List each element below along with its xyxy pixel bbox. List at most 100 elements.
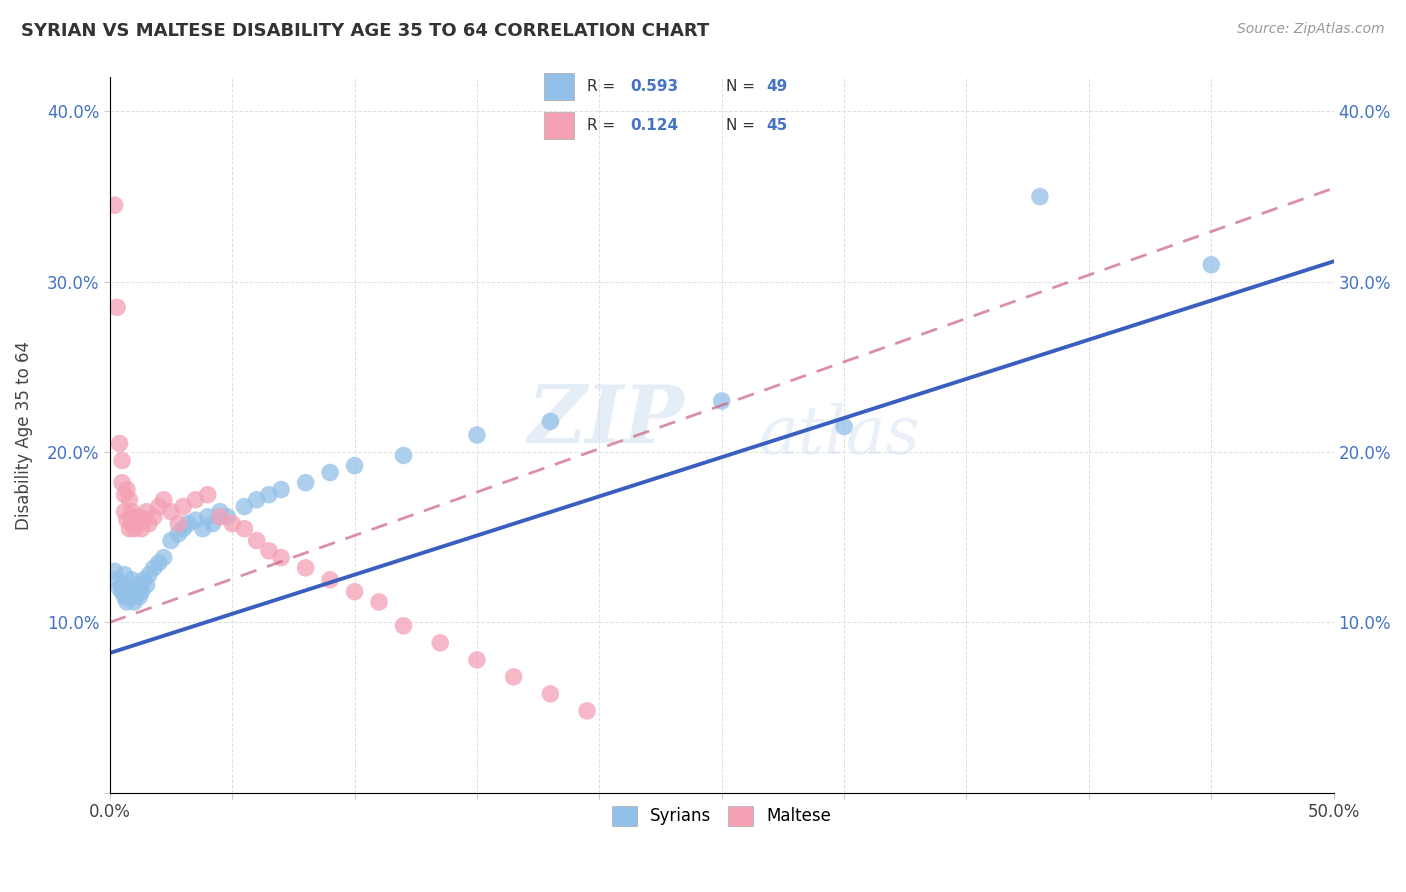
Point — [221, 516, 243, 531]
Point — [128, 509, 150, 524]
Point — [114, 590, 136, 604]
Point — [114, 505, 136, 519]
Point — [105, 301, 128, 315]
Y-axis label: Disability Age 35 to 64: Disability Age 35 to 64 — [15, 341, 32, 530]
Point — [197, 509, 219, 524]
Point — [125, 516, 148, 531]
Point — [246, 492, 269, 507]
Point — [118, 522, 141, 536]
Point — [105, 573, 128, 587]
Point — [108, 582, 131, 596]
Point — [115, 595, 138, 609]
Point — [121, 516, 143, 531]
Point — [197, 488, 219, 502]
Point — [115, 513, 138, 527]
Point — [114, 567, 136, 582]
Point — [121, 584, 143, 599]
Point — [124, 595, 146, 609]
Point — [131, 584, 153, 599]
Point — [294, 561, 316, 575]
Text: Source: ZipAtlas.com: Source: ZipAtlas.com — [1237, 22, 1385, 37]
Point — [343, 458, 366, 473]
Point — [121, 573, 143, 587]
Point — [152, 550, 174, 565]
Point — [167, 516, 190, 531]
Point — [118, 590, 141, 604]
Point — [246, 533, 269, 548]
Point — [538, 687, 561, 701]
Point — [128, 590, 150, 604]
Point — [138, 516, 160, 531]
Point — [148, 500, 170, 514]
Point — [576, 704, 599, 718]
Point — [392, 449, 415, 463]
Point — [111, 578, 134, 592]
Point — [115, 584, 138, 599]
Text: 49: 49 — [766, 78, 787, 94]
Point — [160, 533, 183, 548]
Point — [138, 567, 160, 582]
Point — [167, 526, 190, 541]
FancyBboxPatch shape — [544, 112, 575, 139]
Point — [270, 550, 292, 565]
Point — [152, 492, 174, 507]
Point — [124, 509, 146, 524]
Point — [429, 636, 451, 650]
Text: 45: 45 — [766, 118, 787, 133]
Point — [104, 198, 127, 212]
Point — [118, 582, 141, 596]
Point — [465, 428, 488, 442]
Point — [257, 488, 280, 502]
Point — [270, 483, 292, 497]
Point — [104, 564, 127, 578]
Point — [368, 595, 391, 609]
Point — [142, 561, 165, 575]
Point — [172, 500, 194, 514]
Point — [135, 578, 157, 592]
Point — [343, 584, 366, 599]
Point — [319, 466, 342, 480]
Point — [124, 522, 146, 536]
Point — [201, 516, 224, 531]
Point — [184, 513, 207, 527]
Text: SYRIAN VS MALTESE DISABILITY AGE 35 TO 64 CORRELATION CHART: SYRIAN VS MALTESE DISABILITY AGE 35 TO 6… — [21, 22, 710, 40]
Point — [502, 670, 524, 684]
Text: N =: N = — [725, 78, 759, 94]
Point — [257, 544, 280, 558]
Point — [125, 578, 148, 592]
Text: ZIP: ZIP — [529, 382, 685, 459]
Point — [294, 475, 316, 490]
Point — [538, 414, 561, 428]
Text: 0.593: 0.593 — [630, 78, 678, 94]
Point — [319, 573, 342, 587]
Point — [124, 584, 146, 599]
Point — [135, 505, 157, 519]
Point — [233, 522, 256, 536]
Point — [118, 492, 141, 507]
Point — [111, 584, 134, 599]
Point — [184, 492, 207, 507]
Text: 0.124: 0.124 — [630, 118, 678, 133]
Text: atlas: atlas — [758, 402, 920, 467]
Point — [160, 505, 183, 519]
Point — [392, 619, 415, 633]
Legend: Syrians, Maltese: Syrians, Maltese — [603, 797, 839, 834]
Point — [121, 505, 143, 519]
Point — [177, 516, 200, 531]
Point — [172, 522, 194, 536]
Point — [148, 556, 170, 570]
Point — [128, 582, 150, 596]
Point — [208, 505, 231, 519]
Point — [111, 453, 134, 467]
Point — [1029, 189, 1052, 203]
Point — [115, 483, 138, 497]
Point — [465, 653, 488, 667]
Point — [208, 509, 231, 524]
Point — [1199, 258, 1222, 272]
Point — [710, 394, 733, 409]
Text: R =: R = — [586, 78, 620, 94]
Text: R =: R = — [586, 118, 620, 133]
FancyBboxPatch shape — [544, 72, 575, 100]
Point — [132, 513, 155, 527]
Point — [142, 509, 165, 524]
